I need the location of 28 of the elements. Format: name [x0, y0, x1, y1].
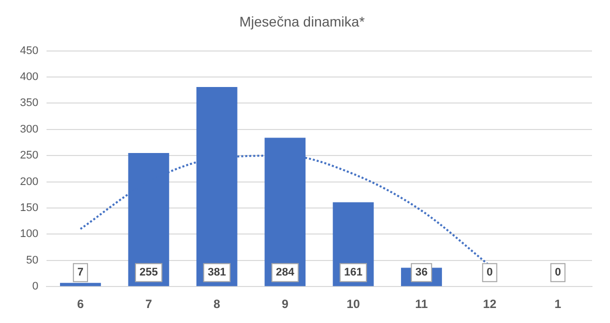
y-tick-label: 450 [20, 44, 38, 57]
x-tick-label: 8 [214, 297, 221, 312]
x-tick-label: 12 [483, 297, 497, 312]
y-tick-label: 0 [32, 280, 38, 293]
data-label: 0 [554, 266, 561, 279]
y-tick-label: 250 [20, 150, 38, 162]
x-tick-label: 6 [77, 297, 84, 312]
data-label: 36 [415, 266, 428, 279]
x-tick-label: 7 [145, 297, 152, 312]
y-tick-label: 100 [20, 228, 38, 240]
data-label: 7 [77, 266, 84, 279]
x-tick-label: 11 [415, 297, 428, 312]
data-label: 255 [139, 266, 158, 279]
data-label: 284 [276, 266, 296, 279]
y-tick-label: 50 [26, 254, 38, 266]
y-tick-label: 150 [20, 202, 38, 214]
y-tick-label: 350 [20, 97, 38, 110]
x-tick-label: 1 [554, 297, 562, 312]
chart-title: Mjesečna dinamika* [239, 13, 366, 30]
data-label: 161 [344, 266, 362, 279]
x-tick-label: 9 [282, 297, 289, 312]
y-tick-label: 200 [20, 176, 38, 188]
y-tick-label: 300 [20, 123, 38, 136]
data-label: 381 [208, 266, 226, 279]
data-label: 0 [486, 266, 493, 279]
x-tick-label: 10 [346, 297, 360, 312]
bar [60, 282, 101, 286]
y-tick-label: 400 [20, 71, 38, 84]
